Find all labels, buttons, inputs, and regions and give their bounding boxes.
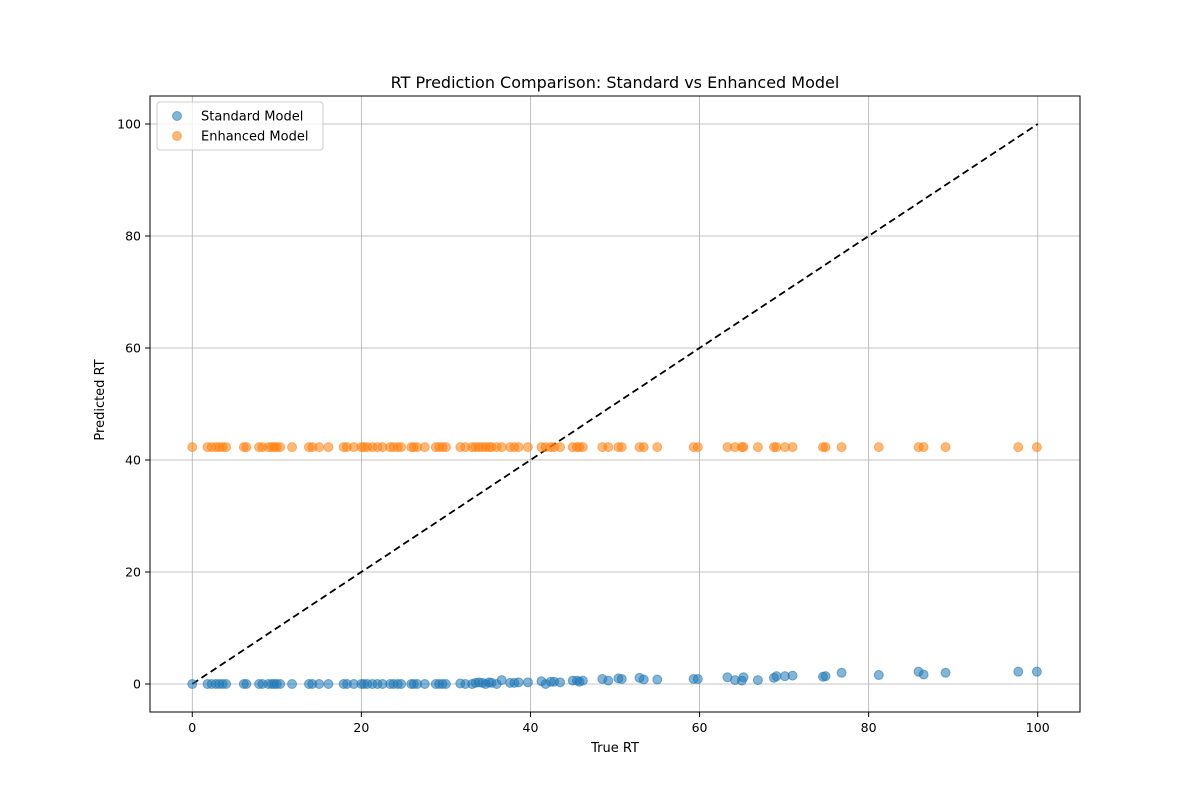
data-point: [496, 442, 507, 453]
data-point: [918, 669, 929, 680]
data-point: [577, 675, 588, 686]
data-point: [873, 442, 884, 453]
data-point: [221, 679, 232, 689]
data-point: [820, 671, 831, 682]
y-tick-label: 100: [117, 117, 141, 132]
data-point: [1013, 666, 1024, 677]
plot-frame: [149, 95, 1081, 713]
y-tick-label: 0: [133, 677, 141, 692]
data-point: [314, 679, 325, 689]
data-point: [419, 442, 430, 453]
legend: Standard Model Enhanced Model: [156, 101, 324, 151]
data-point: [522, 677, 533, 688]
data-point: [752, 442, 763, 453]
data-point: [522, 442, 533, 453]
y-tick-label: 60: [125, 341, 141, 356]
x-tick-label: 100: [1026, 720, 1050, 735]
data-point: [513, 677, 524, 688]
y-axis-ticks: 0 20 40 60 80 100: [117, 117, 150, 692]
data-point: [771, 442, 782, 453]
y-axis-label: Predicted RT: [93, 359, 108, 440]
data-point: [752, 675, 763, 686]
data-point: [513, 442, 524, 453]
x-tick-label: 0: [188, 720, 196, 735]
legend-label: Standard Model: [201, 110, 303, 125]
data-point: [616, 673, 627, 684]
data-point: [187, 442, 198, 453]
data-point: [275, 442, 286, 453]
data-point: [187, 679, 198, 689]
data-point: [771, 671, 782, 682]
x-axis-label: True RT: [590, 741, 639, 756]
data-point: [1031, 666, 1042, 677]
x-tick-label: 80: [861, 720, 877, 735]
data-point: [940, 667, 951, 678]
data-point: [873, 670, 884, 681]
x-axis-ticks: 0 20 40 60 80 100: [188, 712, 1050, 735]
data-point: [323, 442, 334, 453]
data-point: [1031, 442, 1042, 453]
data-point: [323, 679, 334, 689]
data-point: [241, 679, 252, 689]
data-point: [692, 442, 703, 453]
y-tick-label: 20: [125, 565, 141, 580]
data-point: [419, 679, 430, 689]
data-point: [314, 442, 325, 453]
data-point: [275, 679, 286, 689]
data-point: [577, 442, 588, 453]
y-tick-label: 40: [125, 453, 141, 468]
series-standard-model: [187, 666, 1042, 689]
data-point: [287, 679, 298, 689]
data-point: [496, 675, 507, 686]
data-point: [396, 679, 407, 689]
data-point: [836, 442, 847, 453]
data-point: [616, 442, 627, 453]
data-point: [440, 679, 451, 689]
data-point: [638, 674, 649, 685]
reference-line: [191, 123, 1039, 685]
data-point: [603, 442, 614, 453]
data-point: [221, 442, 232, 453]
data-point: [787, 670, 798, 681]
identity-line: [191, 123, 1039, 685]
data-point: [440, 442, 451, 453]
chart-title: RT Prediction Comparison: Standard vs En…: [391, 73, 840, 92]
x-tick-label: 60: [692, 720, 708, 735]
data-point: [603, 675, 614, 686]
data-point: [555, 677, 566, 688]
data-points: [187, 442, 1042, 689]
data-point: [820, 442, 831, 453]
data-point: [692, 673, 703, 684]
data-point: [396, 442, 407, 453]
data-point: [287, 442, 298, 453]
legend-label: Enhanced Model: [201, 130, 308, 145]
data-point: [652, 674, 663, 685]
series-enhanced-model: [187, 442, 1042, 453]
data-point: [918, 442, 929, 453]
x-tick-label: 40: [523, 720, 539, 735]
data-point: [1013, 442, 1024, 453]
data-point: [652, 442, 663, 453]
data-point: [836, 667, 847, 678]
y-tick-label: 80: [125, 229, 141, 244]
x-tick-label: 20: [353, 720, 369, 735]
data-point: [738, 672, 749, 683]
data-point: [787, 442, 798, 453]
data-point: [738, 442, 749, 453]
data-point: [241, 442, 252, 453]
data-point: [940, 442, 951, 453]
legend-marker: [172, 111, 182, 121]
legend-marker: [172, 131, 182, 141]
data-point: [555, 442, 566, 453]
legend-box: [156, 101, 324, 151]
data-point: [638, 442, 649, 453]
